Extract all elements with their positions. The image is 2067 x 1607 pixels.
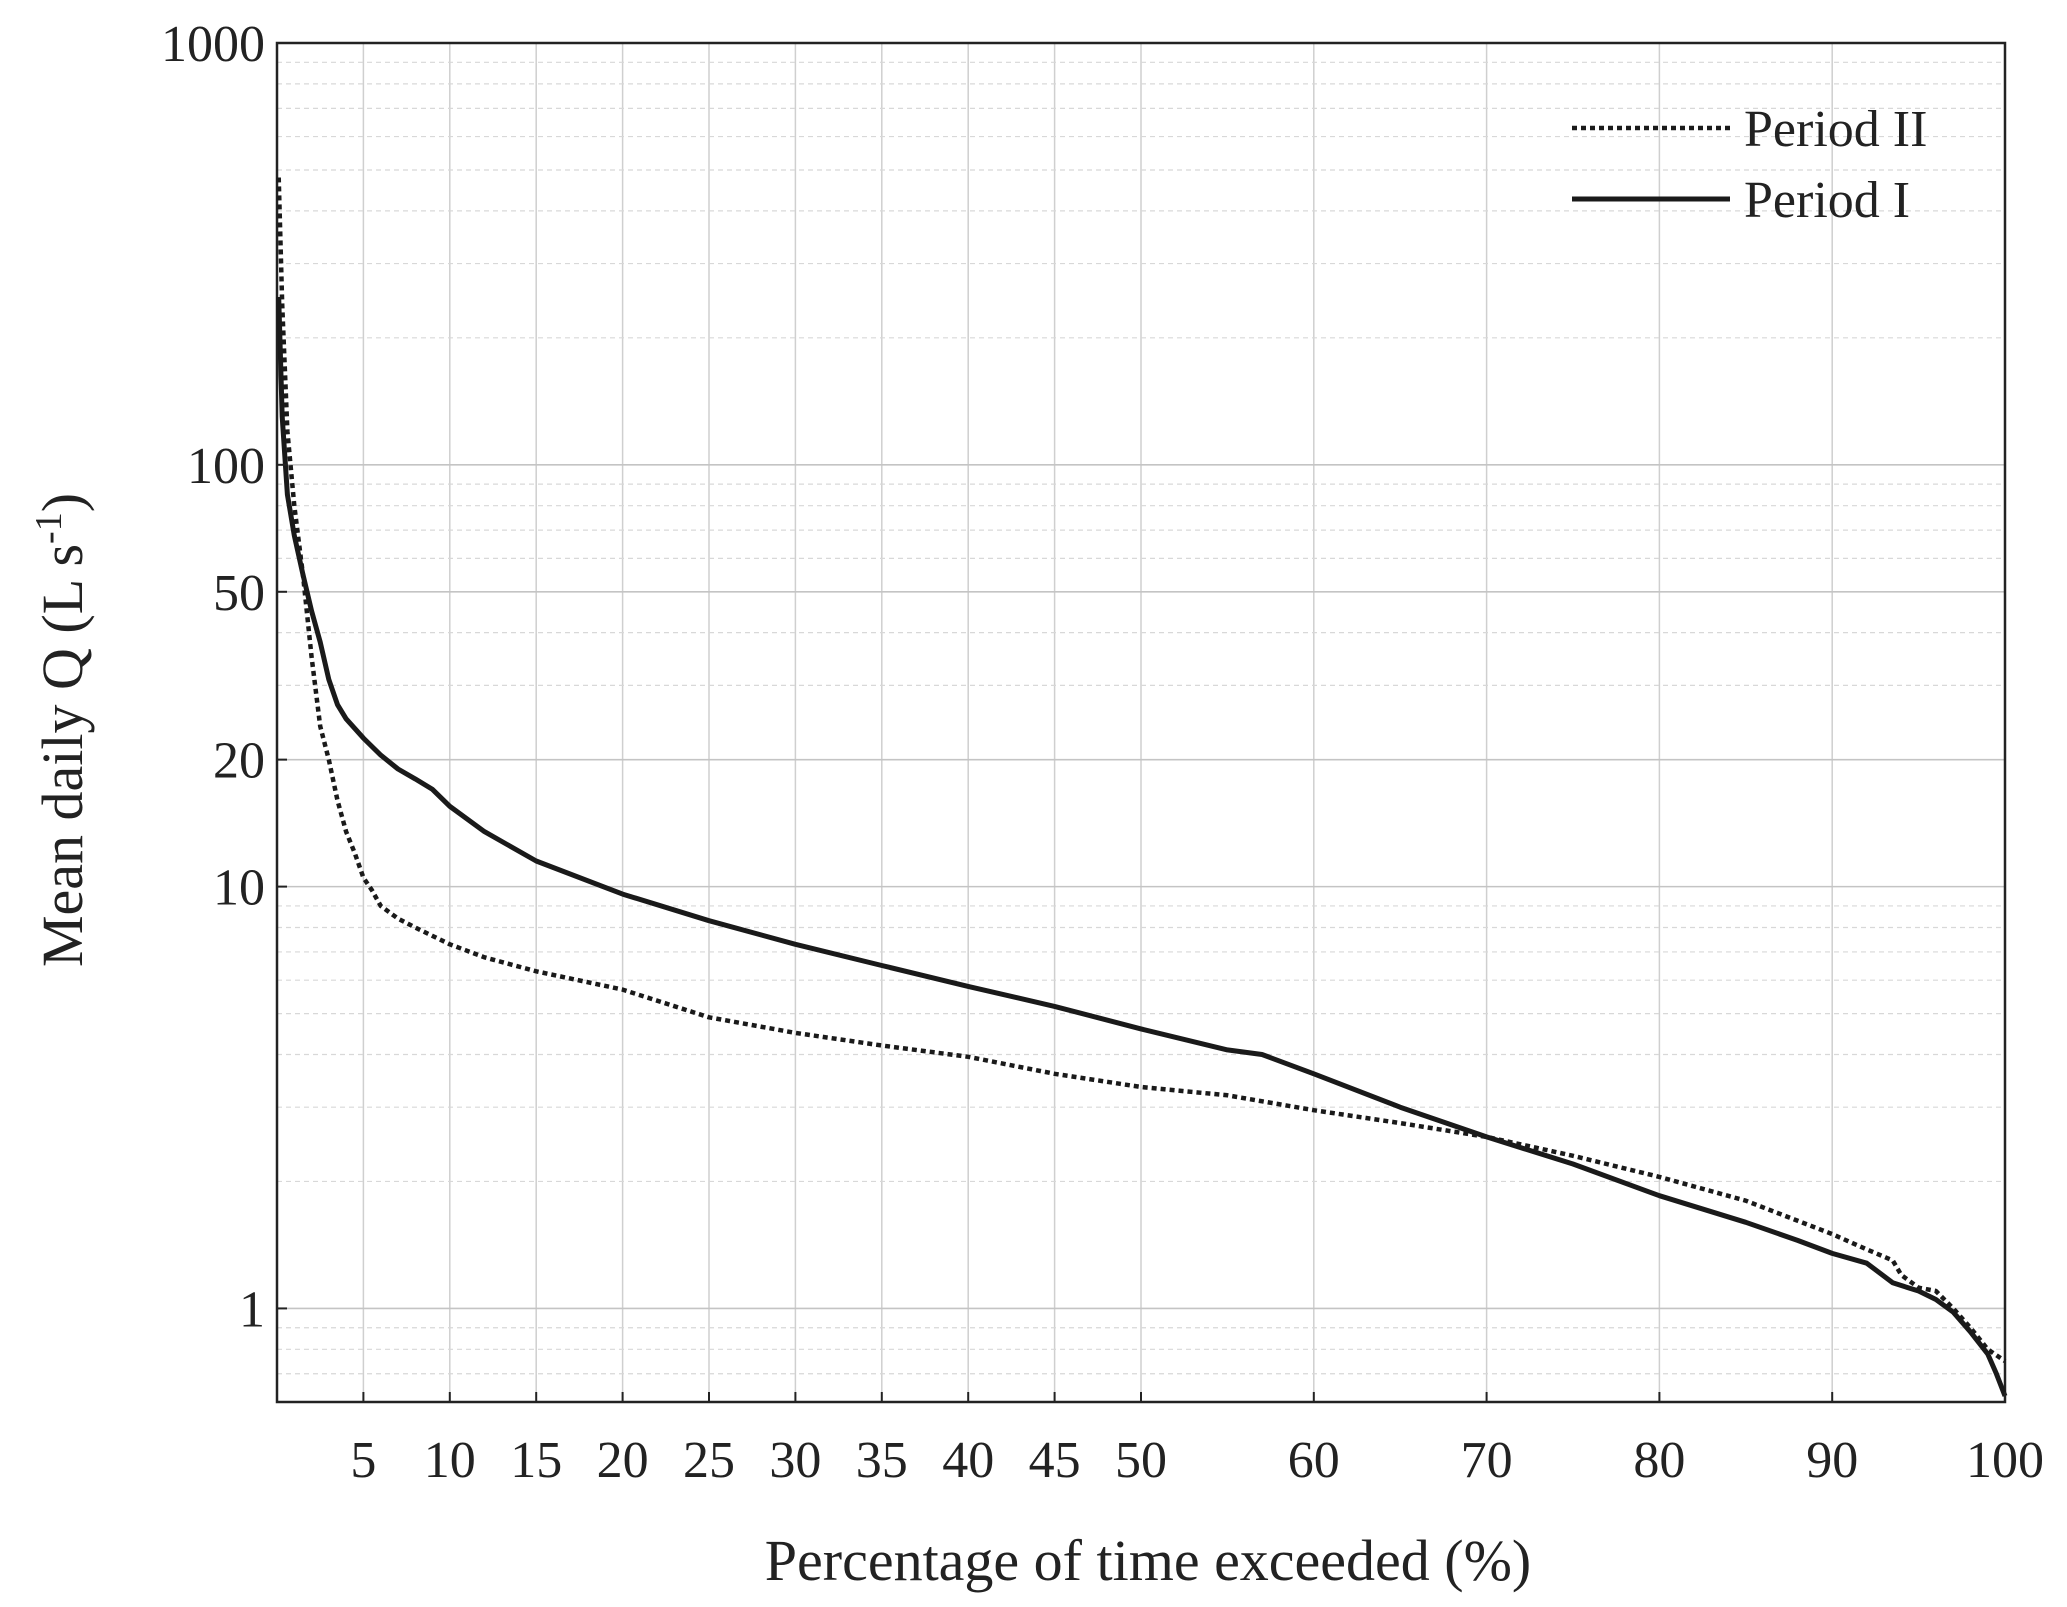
- x-tick-label: 20: [597, 1432, 649, 1489]
- y-tick-label: 20: [213, 733, 265, 790]
- y-axis-label: Mean daily Q (L s-1): [28, 493, 95, 967]
- y-tick-label: 50: [213, 565, 265, 622]
- x-axis-label: Percentage of time exceeded (%): [765, 1528, 1531, 1593]
- y-axis-label-superscript: -1: [28, 512, 70, 544]
- grid: [277, 43, 2006, 1403]
- x-tick-label: 60: [1288, 1432, 1340, 1489]
- y-tick-label: 1000: [161, 16, 265, 73]
- series-line-period-ii: [276, 177, 2007, 1363]
- x-tick-label: 5: [350, 1432, 376, 1489]
- legend: Period II Period I: [1572, 101, 1927, 229]
- x-tick-label: 90: [1806, 1432, 1858, 1489]
- y-tick-label: 10: [213, 860, 265, 917]
- x-tick-label: 15: [510, 1432, 562, 1489]
- x-tick-label: 30: [769, 1432, 821, 1489]
- y-axis-label-suffix: ): [30, 493, 95, 512]
- x-tick-label: 100: [1966, 1432, 2044, 1489]
- x-tick-label: 40: [942, 1432, 994, 1489]
- series-group: [276, 177, 2008, 1397]
- x-tick-label: 35: [856, 1432, 908, 1489]
- x-tick-label: 45: [1029, 1432, 1081, 1489]
- x-tick-labels: 5 10 15 20 25 30 35 40 45 50 60 70 80 90 100: [350, 1392, 2044, 1489]
- series-line-period-i: [276, 296, 2008, 1397]
- x-tick-label: 80: [1633, 1432, 1685, 1489]
- y-tick-label: 100: [187, 438, 265, 495]
- legend-label: Period II: [1744, 101, 1927, 158]
- y-axis-label-text: Mean daily Q (L s: [30, 544, 95, 967]
- x-tick-label: 10: [424, 1432, 476, 1489]
- x-tick-label: 70: [1461, 1432, 1513, 1489]
- x-tick-label: 50: [1115, 1432, 1167, 1489]
- x-tick-label: 25: [683, 1432, 735, 1489]
- legend-label: Period I: [1744, 172, 1910, 229]
- y-tick-label: 1: [239, 1281, 265, 1338]
- y-tick-labels: 1 10 20 50 100 1000: [161, 16, 287, 1338]
